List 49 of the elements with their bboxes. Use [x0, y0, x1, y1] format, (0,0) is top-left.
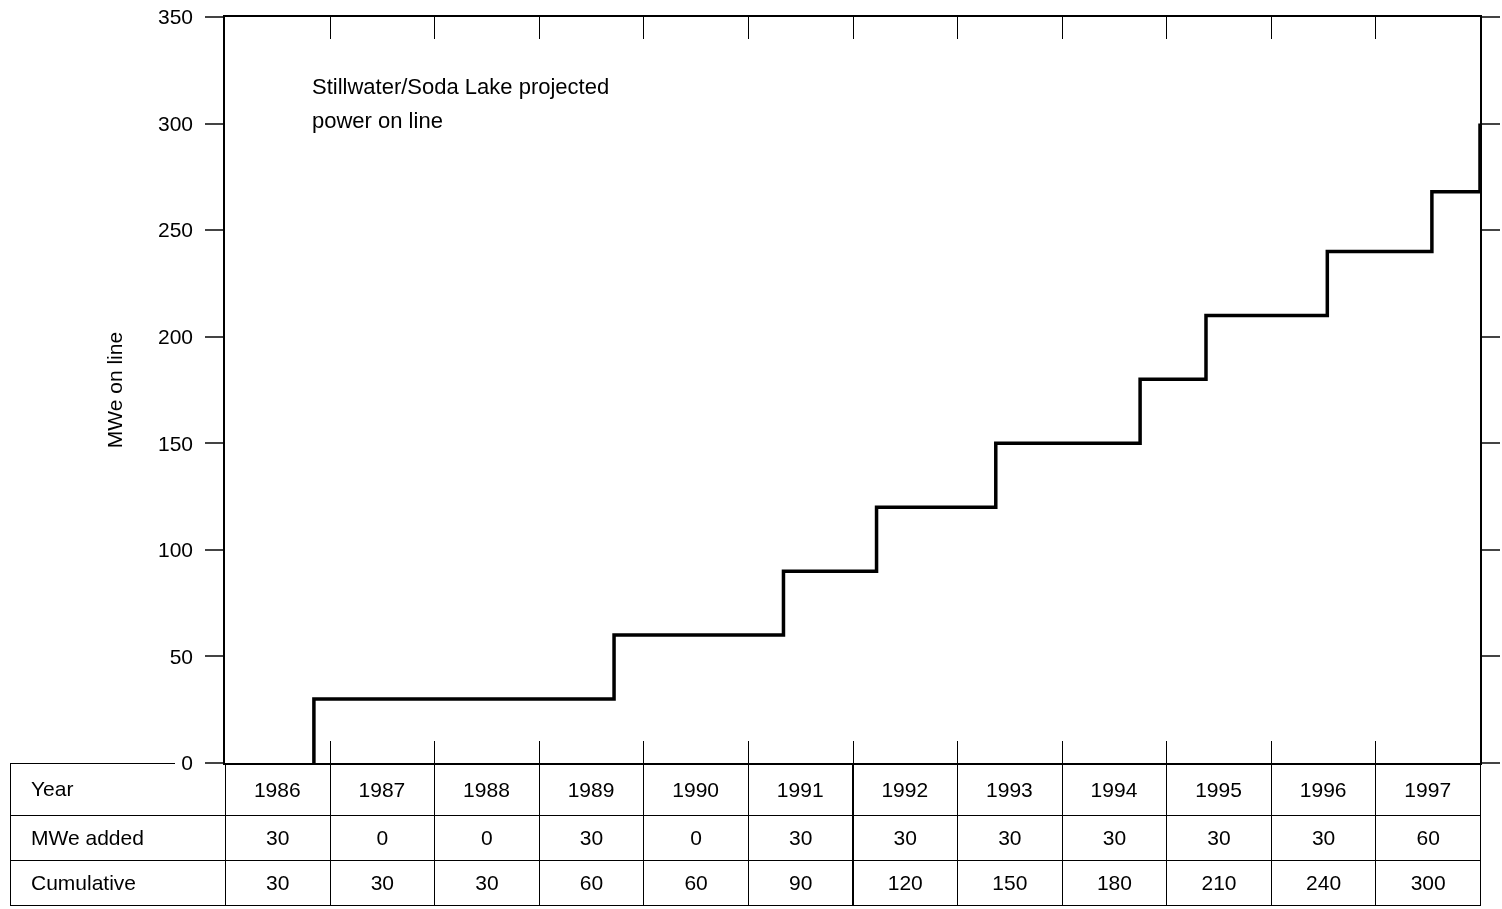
x-tick-label: 1987 [358, 777, 406, 801]
text: 30 [1102, 826, 1127, 849]
text: 0 [481, 826, 493, 849]
text: 30 [1311, 826, 1336, 849]
y-tick-label: 100 [158, 538, 194, 562]
y-tick-label: 350 [158, 5, 194, 29]
y-tick-label: 0 [181, 751, 194, 775]
y-tick-label: 150 [158, 431, 194, 455]
text: 210 [1201, 871, 1237, 894]
text: 30 [475, 871, 499, 894]
y-axis-title: MWe on line [102, 331, 126, 449]
y-tick-label: 50 [169, 644, 194, 668]
y-tick-label: 250 [158, 218, 194, 242]
text: 240 [1306, 871, 1342, 894]
text: 30 [998, 826, 1022, 849]
text: 30 [1207, 826, 1231, 849]
x-tick-label: 1992 [881, 777, 929, 801]
x-axis-title: Year [31, 777, 74, 801]
x-tick-label: 1995 [1195, 777, 1242, 801]
x-tick-label: 1989 [567, 777, 615, 801]
x-tick-label: 1988 [463, 777, 510, 801]
text: 30 [266, 826, 290, 849]
y-tick-label: 200 [158, 325, 194, 349]
x-tick-label: 1997 [1404, 777, 1452, 801]
text: 30 [370, 871, 395, 894]
text: 150 [992, 871, 1028, 894]
x-tick-label: 1994 [1090, 777, 1138, 801]
text: Cumulative [31, 871, 137, 894]
text: MWe added [31, 826, 144, 849]
text: 30 [893, 826, 917, 849]
x-tick-label: 1996 [1299, 777, 1347, 801]
text: 0 [690, 826, 702, 849]
x-tick-label: 1993 [986, 777, 1033, 801]
text: 120 [887, 871, 923, 894]
x-tick-label: 1990 [672, 777, 719, 801]
text: 30 [789, 826, 813, 849]
text: 30 [266, 871, 290, 894]
x-tick-label: 1991 [776, 777, 824, 801]
text: 60 [684, 871, 708, 894]
text: 30 [579, 826, 604, 849]
text: 0 [376, 826, 389, 849]
text: 300 [1410, 871, 1446, 894]
text: 180 [1096, 871, 1132, 894]
x-tick-label: 1986 [253, 777, 301, 801]
text: 60 [1416, 826, 1440, 849]
y-tick-label: 300 [158, 111, 194, 135]
text: Stillwater/Soda Lake projected power on line [312, 73, 611, 135]
text: 60 [579, 871, 604, 894]
text: 90 [789, 871, 813, 894]
